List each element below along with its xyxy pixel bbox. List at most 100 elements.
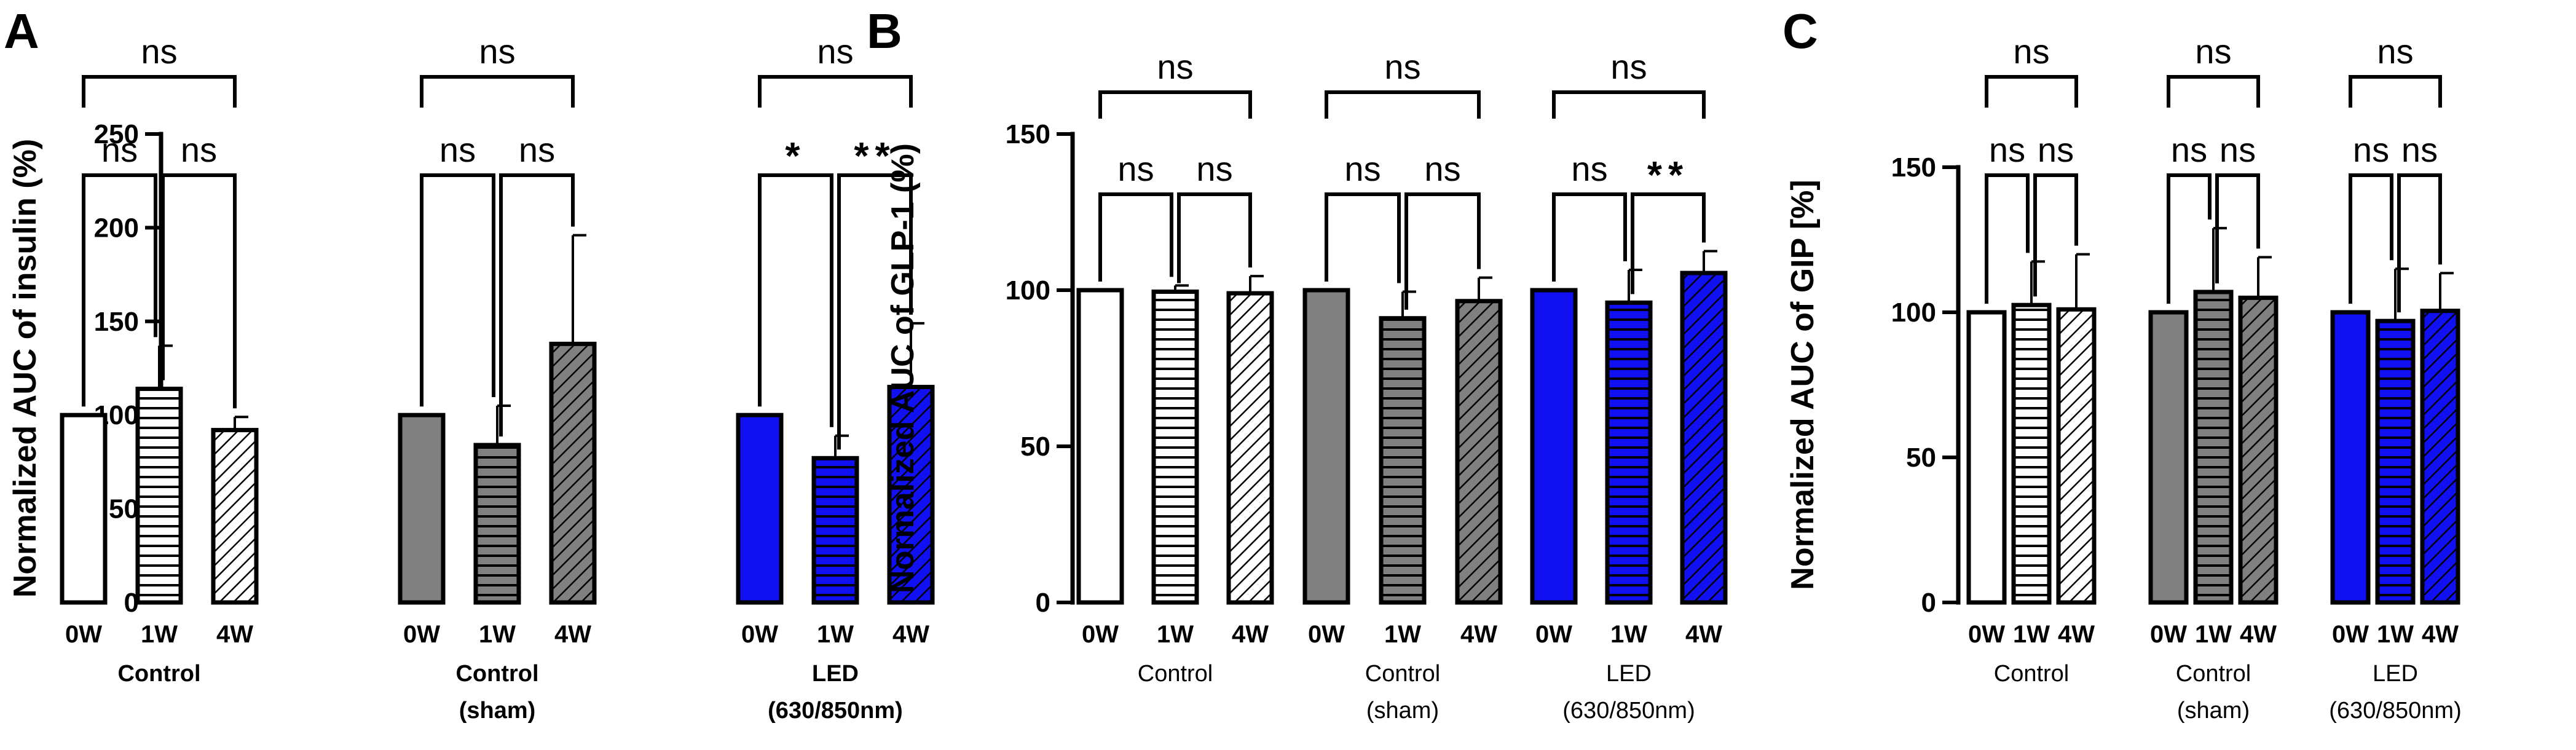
significance-bracket — [2215, 173, 2260, 283]
significance-bracket — [82, 75, 237, 108]
x-category-label: 0W — [65, 621, 102, 648]
significance-bracket — [2349, 75, 2442, 108]
group-label: (630/850nm) — [2329, 698, 2461, 724]
significance-label: ns — [1989, 130, 2025, 169]
significance-label: ns — [2401, 130, 2438, 169]
significance-label: ** — [854, 135, 896, 178]
x-category-label: 0W — [741, 621, 778, 648]
bar-0w — [398, 412, 446, 605]
y-tick-label: 0 — [1921, 588, 1936, 618]
bar-1w — [1151, 290, 1199, 605]
significance-bracket — [82, 173, 157, 407]
significance-bracket — [1325, 90, 1481, 119]
group-label: Control — [455, 661, 538, 687]
significance-bracket — [1985, 75, 2078, 108]
group-label: Control — [2176, 661, 2251, 687]
x-category-label: 4W — [2422, 621, 2459, 648]
significance-label: ns — [1571, 149, 1607, 188]
bar-0w — [2148, 310, 2189, 605]
significance-bracket — [2349, 173, 2393, 304]
group-label: (sham) — [1366, 698, 1439, 724]
x-category-label: 0W — [403, 621, 440, 648]
significance-bracket — [2397, 173, 2442, 313]
x-category-label: 0W — [2332, 621, 2369, 648]
significance-bracket — [837, 173, 913, 450]
x-category-label: 1W — [141, 621, 178, 648]
x-category-label: 4W — [1685, 621, 1722, 648]
panel-c-gip: C Normalized AUC of GIP [%] 0 50 100 150 0W 1W 4… — [1782, 4, 2462, 724]
significance-bracket — [1631, 192, 1706, 294]
significance-label: ns — [2195, 32, 2231, 71]
group-label: LED — [1606, 661, 1652, 687]
significance-label: ns — [1196, 149, 1232, 188]
y-tick-label: 50 — [1906, 443, 1936, 473]
significance-bracket — [1552, 90, 1706, 119]
x-category-label: 0W — [1308, 621, 1345, 648]
significance-bracket — [1404, 192, 1481, 310]
significance-bracket — [1098, 192, 1173, 282]
x-category-label: 4W — [2240, 621, 2277, 648]
y-axis-title-a: Normalized AUC of insulin (%) — [7, 139, 43, 598]
panel-b-glp1: B Normalized AUC of GLP-1 (%) 0 50 100 150 0W 1… — [867, 4, 1728, 724]
significance-bracket — [161, 173, 237, 409]
x-category-label: 0W — [1968, 621, 2005, 648]
bar-1w — [2375, 318, 2416, 605]
significance-label: ns — [2377, 32, 2413, 71]
group-label: (sham) — [459, 698, 536, 724]
significance-label: ns — [181, 130, 217, 169]
group-label: (630/850nm) — [1562, 698, 1695, 724]
group-label: (630/850nm) — [768, 698, 903, 724]
bar-0w — [1076, 288, 1124, 605]
x-category-label: 0W — [1535, 621, 1572, 648]
bar-1w — [1605, 300, 1653, 605]
significance-label: ns — [1157, 47, 1193, 86]
significance-bracket — [758, 75, 913, 108]
bar-1w — [473, 443, 521, 605]
x-category-label: 1W — [1384, 621, 1421, 648]
x-category-label: 1W — [1157, 621, 1194, 648]
bar-4w — [1226, 291, 1274, 605]
x-category-label: 1W — [479, 621, 516, 648]
bar-1w — [2011, 302, 2052, 605]
bar-0w — [1302, 288, 1350, 605]
bar-0w — [1530, 288, 1578, 605]
x-category-label: 4W — [554, 621, 591, 648]
significance-bracket — [1325, 192, 1401, 283]
significance-label: ns — [519, 130, 555, 169]
group-label: Control — [117, 661, 200, 687]
bar-4w — [2238, 295, 2279, 605]
bar-0w — [1966, 310, 2007, 605]
significance-label: ns — [2013, 32, 2049, 71]
y-axis-title-c: Normalized AUC of GIP [%] — [1785, 180, 1821, 590]
significance-label: ns — [2220, 130, 2256, 169]
significance-bracket — [420, 75, 575, 108]
significance-label: ns — [1424, 149, 1460, 188]
group-label: Control — [1138, 661, 1213, 687]
significance-bracket — [2167, 75, 2260, 108]
bar-4w — [549, 341, 597, 605]
bar-4w — [2420, 309, 2460, 605]
significance-label: ns — [1344, 149, 1381, 188]
significance-bracket — [2167, 173, 2212, 304]
panel-label-a: A — [4, 4, 39, 58]
x-category-label: 1W — [2013, 621, 2050, 648]
bar-4w — [887, 384, 935, 605]
significance-label: ns — [101, 130, 138, 169]
significance-bracket — [499, 173, 575, 436]
bar-4w — [211, 428, 259, 605]
group-label: Control — [1365, 661, 1441, 687]
bar-4w — [2056, 307, 2097, 605]
y-tick-label: 100 — [1891, 298, 1936, 328]
panel-label-c: C — [1782, 4, 1818, 58]
bar-1w — [1379, 316, 1427, 605]
x-category-label: 4W — [892, 621, 929, 648]
y-tick-label: 150 — [1006, 119, 1050, 149]
x-category-label: 4W — [1232, 621, 1269, 648]
y-tick-label: 250 — [94, 119, 139, 149]
bar-4w — [1680, 270, 1728, 605]
significance-bracket — [420, 173, 495, 407]
significance-bracket — [758, 173, 833, 427]
y-tick-label: 150 — [94, 307, 139, 337]
y-axis-title-b: Normalized AUC of GLP-1 (%) — [885, 143, 921, 593]
